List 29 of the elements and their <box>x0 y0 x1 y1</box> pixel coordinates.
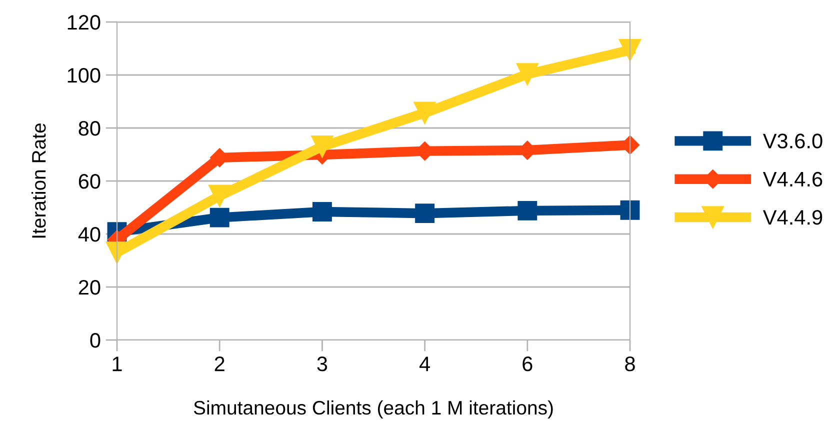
x-tick-label: 8 <box>625 356 635 372</box>
x-tick-label: 6 <box>522 356 532 372</box>
y-tick-label: 20 <box>78 280 100 295</box>
x-tick-label: 1 <box>112 356 122 372</box>
point <box>618 38 642 62</box>
x-tick-label: 4 <box>419 356 430 372</box>
y-tick-label: 100 <box>68 68 100 83</box>
x-tick-label: 2 <box>214 356 224 372</box>
point <box>414 102 436 124</box>
y-tick-label: 0 <box>90 333 100 348</box>
point <box>516 63 539 86</box>
point <box>415 204 435 224</box>
x-tick-label: 3 <box>317 356 328 372</box>
point <box>208 184 231 207</box>
point <box>312 202 332 222</box>
y-tick-label: 80 <box>78 121 100 136</box>
point <box>210 208 230 228</box>
point <box>106 241 128 264</box>
point <box>620 200 640 220</box>
y-tick-label: 40 <box>78 227 100 242</box>
legend-label: V3.6.0 <box>762 134 822 148</box>
point <box>311 135 334 158</box>
x-axis-title: Simutaneous Clients (each 1 M iterations) <box>194 400 553 419</box>
point <box>518 200 538 220</box>
y-tick-label: 60 <box>78 174 100 189</box>
y-axis-title: Iteration Rate <box>31 123 46 238</box>
legend-label: V4.4.9 <box>762 210 822 225</box>
y-tick-label: 120 <box>68 15 100 30</box>
legend-label: V4.4.6 <box>762 172 822 187</box>
